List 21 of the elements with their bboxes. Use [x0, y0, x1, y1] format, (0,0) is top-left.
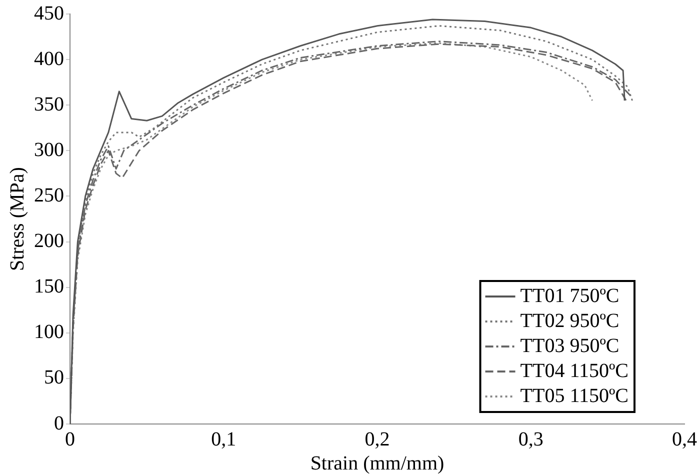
y-axis-title: Stress (MPa): [6, 167, 28, 271]
legend-label: TT05 1150ºC: [520, 384, 628, 407]
x-tick-label: 0,2: [364, 428, 390, 450]
legend-label: TT02 950ºC: [520, 310, 620, 332]
x-tick-label: 0,4: [672, 428, 697, 450]
y-tick-label: 300: [34, 138, 64, 161]
y-tick-label: 100: [34, 321, 64, 344]
y-tick-label: 350: [34, 93, 64, 116]
x-axis-title: Strain (mm/mm): [310, 452, 444, 474]
legend-label: TT03 950ºC: [520, 334, 620, 357]
y-tick-label: 150: [34, 276, 64, 298]
y-tick-label: 250: [34, 184, 64, 206]
x-tick-label: 0,1: [211, 428, 236, 450]
y-tick-label: 50: [44, 366, 64, 389]
x-tick-label: 0,3: [518, 428, 544, 450]
y-tick-label: 200: [34, 230, 64, 252]
legend-label: TT04 1150ºC: [520, 360, 628, 382]
y-tick-label: 0: [54, 412, 64, 434]
y-tick-label: 450: [34, 2, 64, 24]
y-tick-label: 400: [34, 48, 64, 70]
legend-label: TT01 750ºC: [520, 284, 620, 307]
